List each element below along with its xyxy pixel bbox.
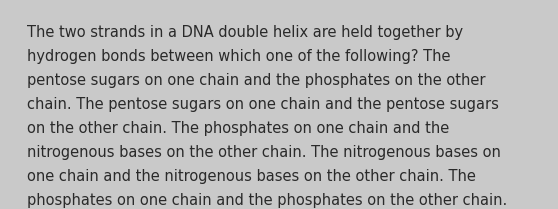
Text: on the other chain. The phosphates on one chain and the: on the other chain. The phosphates on on… [27, 121, 449, 136]
Text: pentose sugars on one chain and the phosphates on the other: pentose sugars on one chain and the phos… [27, 73, 485, 88]
Text: nitrogenous bases on the other chain. The nitrogenous bases on: nitrogenous bases on the other chain. Th… [27, 145, 501, 160]
Text: phosphates on one chain and the phosphates on the other chain.: phosphates on one chain and the phosphat… [27, 193, 507, 208]
Text: The two strands in a DNA double helix are held together by: The two strands in a DNA double helix ar… [27, 25, 463, 40]
Text: chain. The pentose sugars on one chain and the pentose sugars: chain. The pentose sugars on one chain a… [27, 97, 499, 112]
Text: hydrogen bonds between which one of the following? The: hydrogen bonds between which one of the … [27, 49, 450, 64]
Text: one chain and the nitrogenous bases on the other chain. The: one chain and the nitrogenous bases on t… [27, 169, 475, 184]
